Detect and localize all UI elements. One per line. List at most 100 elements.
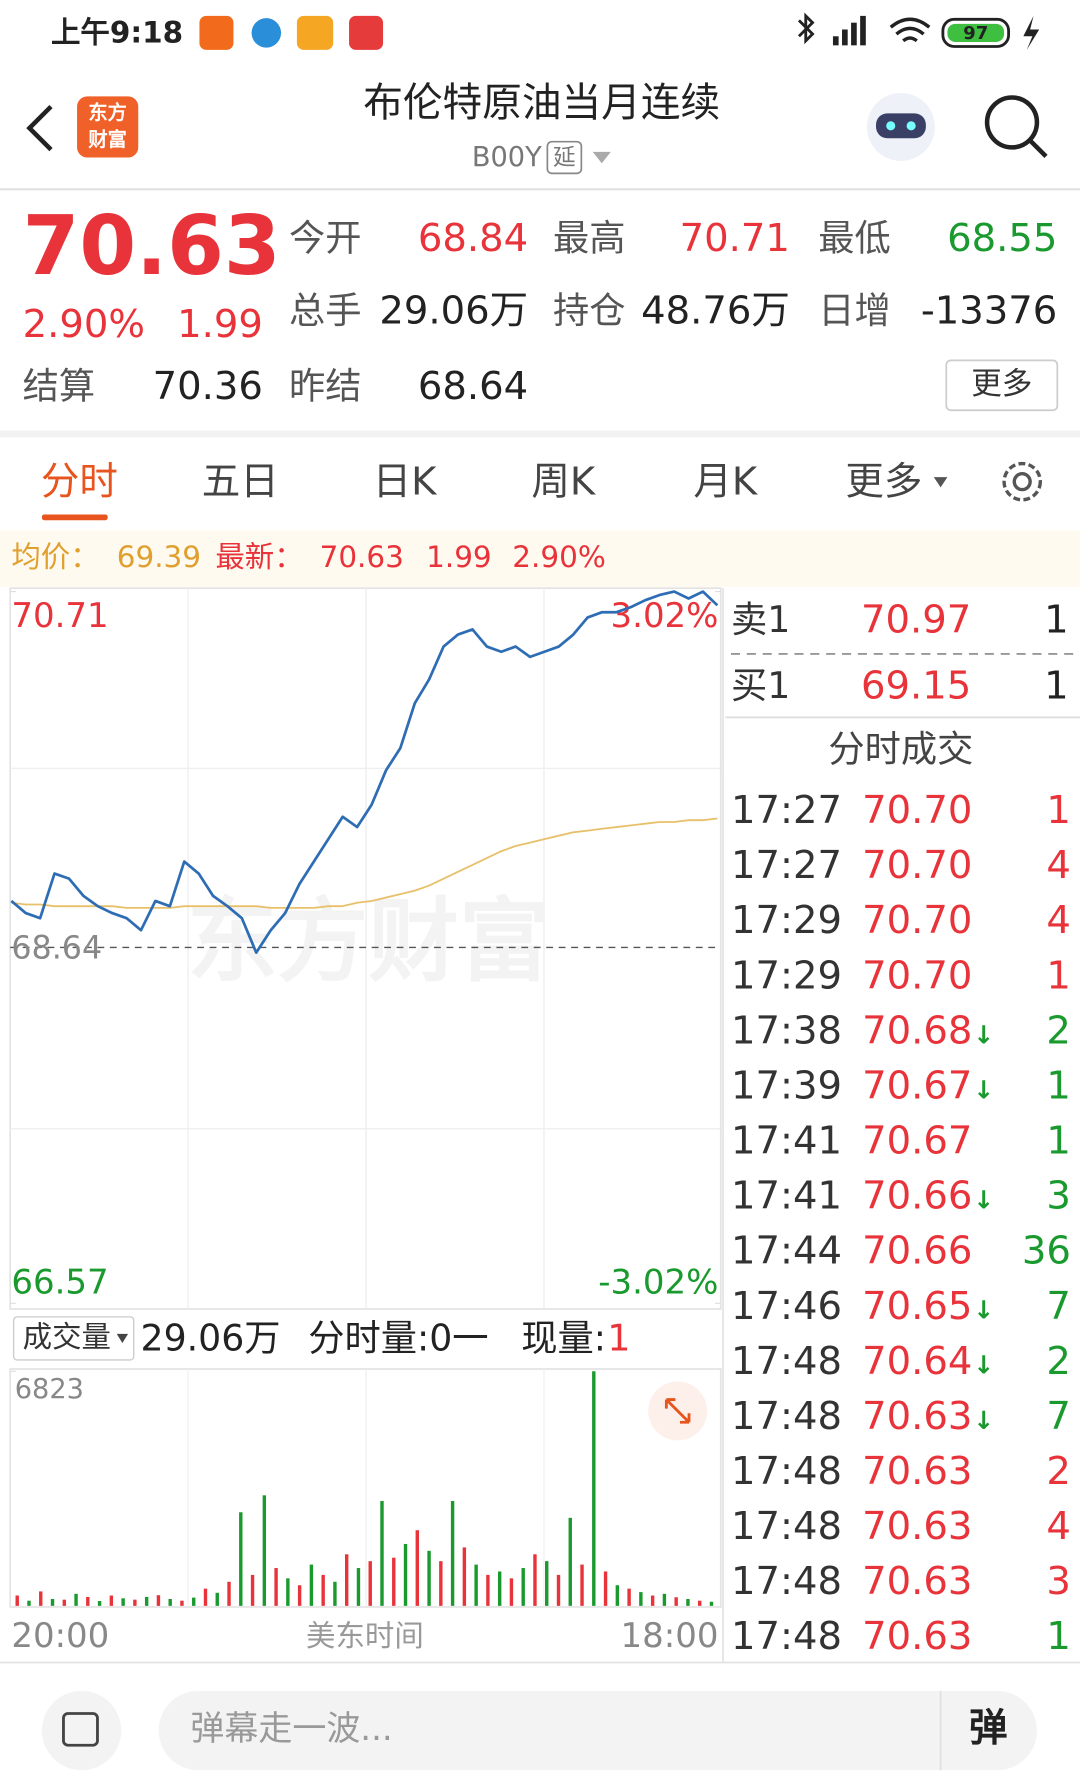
- app-icon: [199, 15, 234, 50]
- average-line: [11, 817, 718, 909]
- search-button[interactable]: [984, 95, 1040, 150]
- volume-bar: [497, 1571, 502, 1606]
- trade-volume: 7: [1046, 1394, 1071, 1439]
- app-logo: [77, 96, 139, 158]
- trade-time: 17:39: [731, 1063, 842, 1108]
- x-tick-label: 18:00: [621, 1616, 719, 1656]
- volume-bar: [50, 1598, 55, 1606]
- volume-bar: [180, 1600, 184, 1606]
- search-handle: [1028, 138, 1048, 159]
- volume-bar: [580, 1564, 584, 1606]
- settings-button[interactable]: [1002, 461, 1043, 502]
- info-change-pct: 2.90%: [512, 540, 606, 574]
- robot-eye: [886, 121, 896, 131]
- tab[interactable]: 日K: [373, 459, 439, 504]
- trade-time: 17:48: [731, 1339, 842, 1384]
- robot-face: [876, 113, 926, 139]
- signal-icon: [832, 15, 866, 46]
- volume-bar: [227, 1581, 231, 1606]
- trade-volume: 2: [1046, 1008, 1071, 1053]
- volume-bar: [662, 1593, 667, 1606]
- danmaku-placeholder: 弹幕走一波...: [190, 1709, 392, 1749]
- info-latest: 70.63: [320, 540, 404, 574]
- trade-time: 17:44: [731, 1229, 842, 1274]
- volume-bar: [297, 1585, 302, 1606]
- tab[interactable]: 五日: [202, 459, 279, 504]
- volume-bar: [545, 1561, 549, 1606]
- trade-price: 70.63: [862, 1504, 972, 1549]
- trade-price: 70.68: [862, 1008, 972, 1053]
- danmaku-button[interactable]: 弹: [969, 1706, 1008, 1751]
- tab[interactable]: 月K: [693, 459, 759, 504]
- trade-time: 17:27: [731, 788, 842, 833]
- quote-volume: 1: [1044, 598, 1069, 643]
- dropdown-arrow: [116, 1333, 129, 1343]
- trade-arrow: ↓: [973, 1406, 994, 1435]
- page-title: 布伦特原油当月连续: [363, 80, 720, 126]
- change-pct: 2.90%: [23, 302, 145, 347]
- dropdown-arrow[interactable]: [592, 151, 611, 164]
- volume-bar: [121, 1598, 125, 1606]
- tab[interactable]: 更多: [845, 459, 922, 504]
- volume-bar: [168, 1598, 172, 1606]
- volume-bar: [39, 1591, 43, 1606]
- volume-label[interactable]: 成交量: [23, 1320, 111, 1354]
- volume-bar: [674, 1597, 678, 1606]
- trade-price: 70.64: [862, 1339, 972, 1384]
- trade-volume: 3: [1046, 1174, 1071, 1219]
- trade-arrow: ↓: [973, 1351, 994, 1380]
- trade-price: 70.70: [862, 788, 972, 833]
- volume-bar: [250, 1574, 255, 1606]
- volume-bar: [486, 1574, 490, 1606]
- more-button-text[interactable]: 更多: [971, 367, 1032, 402]
- volume-bar: [450, 1500, 455, 1606]
- volume-bar: [344, 1554, 349, 1606]
- comment-button[interactable]: [41, 1690, 122, 1771]
- field-label: 持仓: [553, 289, 626, 332]
- volume-bar: [109, 1595, 114, 1606]
- volume-bar: [144, 1596, 149, 1606]
- volume-bar: [627, 1588, 631, 1606]
- volume-bar: [97, 1601, 102, 1606]
- field-label: 最低: [818, 216, 891, 259]
- trade-time: 17:48: [731, 1559, 842, 1604]
- trade-price: 70.63: [862, 1394, 972, 1439]
- change: 1.99: [177, 302, 263, 347]
- volume-bar: [368, 1561, 372, 1606]
- quote-label: 买1: [731, 664, 790, 707]
- trade-volume: 1: [1046, 1614, 1071, 1659]
- tab[interactable]: 周K: [531, 459, 597, 504]
- current-volume-label: 现量:: [521, 1317, 606, 1360]
- trade-arrow: ↓: [973, 1296, 994, 1325]
- trade-volume: 4: [1046, 843, 1071, 888]
- app-icon: [251, 18, 282, 48]
- volume-bar: [592, 1371, 596, 1606]
- info-avg: 69.39: [117, 540, 201, 574]
- trade-time: 17:48: [731, 1394, 842, 1439]
- tab[interactable]: 分时: [41, 459, 118, 504]
- trade-time: 17:48: [731, 1449, 842, 1494]
- dropdown-arrow[interactable]: [933, 477, 948, 488]
- trade-time: 17:29: [731, 953, 842, 998]
- volume-bar: [521, 1568, 525, 1606]
- danmaku-input[interactable]: [158, 1690, 1037, 1771]
- price-line: [10, 590, 719, 955]
- more-button[interactable]: [945, 359, 1059, 412]
- quote-price: 70.97: [861, 598, 971, 643]
- status-time: 上午9:18: [51, 16, 183, 50]
- field-value: 68.84: [418, 216, 528, 261]
- trade-price: 70.70: [862, 898, 972, 943]
- back-button[interactable]: [26, 104, 53, 152]
- trade-price: 70.65: [862, 1284, 972, 1329]
- field-value: 29.06万: [379, 288, 528, 333]
- trade-time: 17:29: [731, 898, 842, 943]
- field-value: 68.64: [418, 364, 528, 409]
- volume-bar: [427, 1550, 431, 1606]
- volume-bar: [509, 1578, 514, 1606]
- field-value: 68.55: [947, 216, 1057, 261]
- volume-selector[interactable]: [12, 1316, 135, 1361]
- volume-bar: [686, 1598, 690, 1606]
- trade-arrow: ↓: [973, 1020, 994, 1049]
- y-tick-label: 6823: [15, 1374, 84, 1405]
